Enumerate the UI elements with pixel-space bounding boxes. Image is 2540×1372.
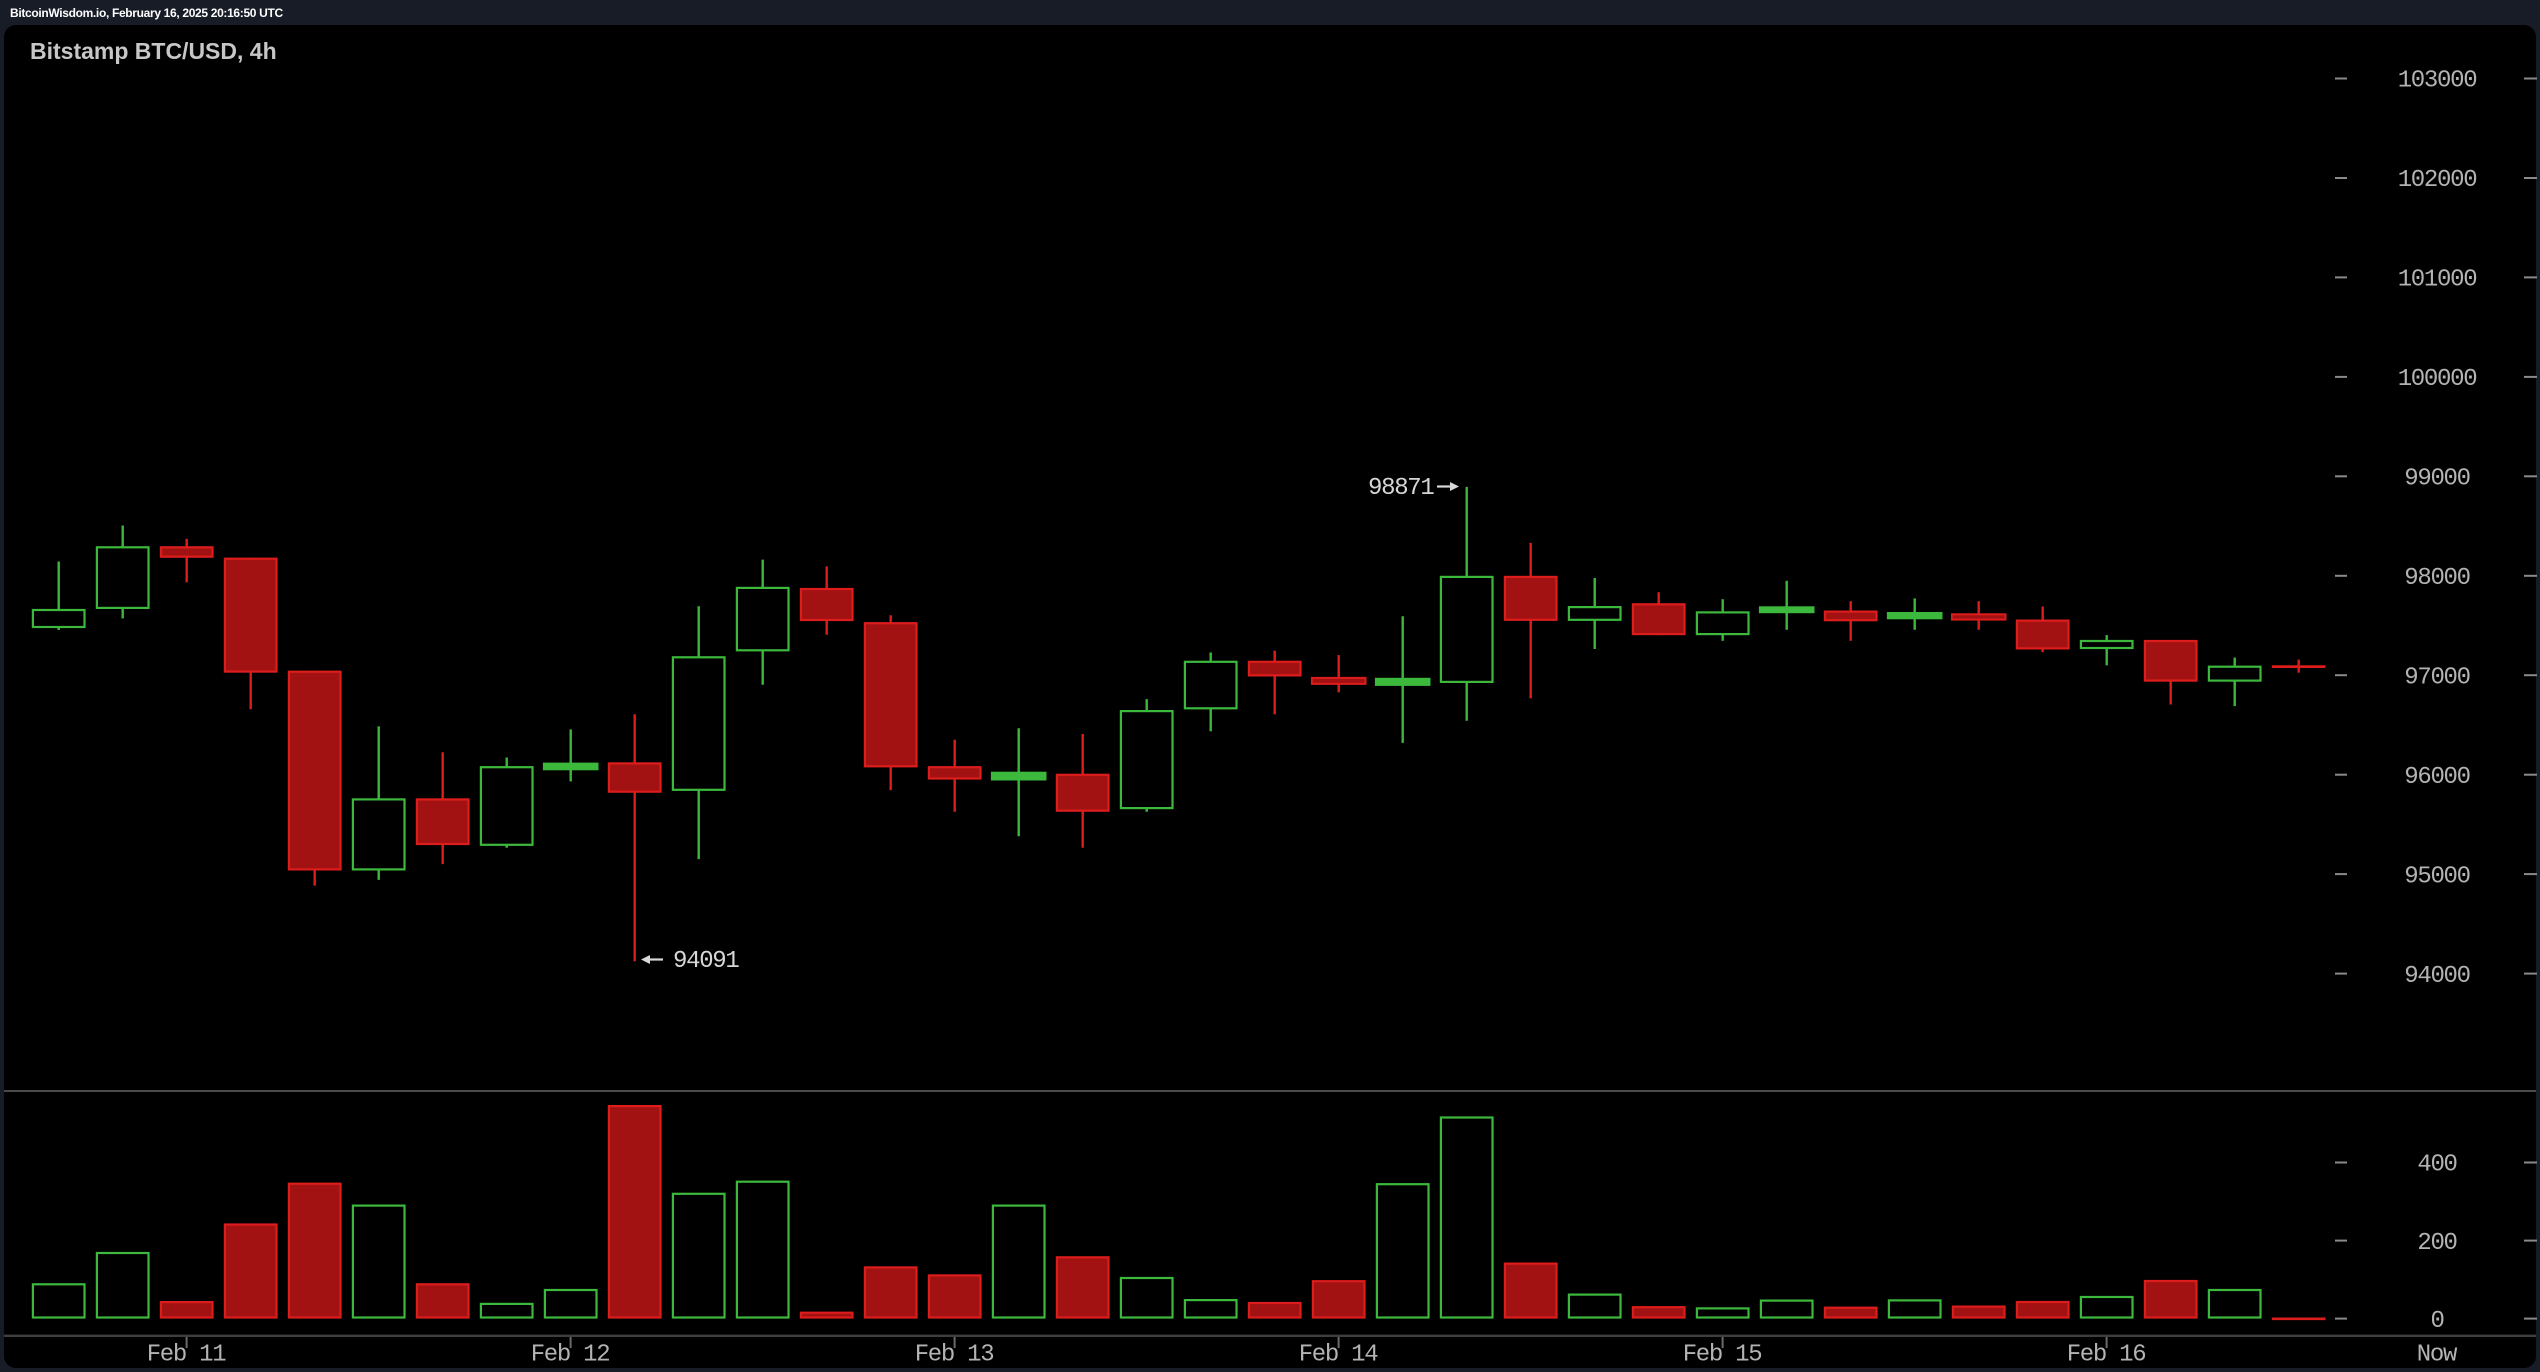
svg-text:Feb 11: Feb 11 (147, 1342, 227, 1369)
svg-text:Feb 12: Feb 12 (531, 1342, 610, 1369)
svg-text:97000: 97000 (2404, 664, 2470, 691)
svg-text:Now: Now (2417, 1342, 2458, 1369)
svg-text:102000: 102000 (2398, 167, 2477, 194)
svg-text:Feb 14: Feb 14 (1299, 1342, 1379, 1369)
svg-text:400: 400 (2417, 1152, 2456, 1179)
svg-text:103000: 103000 (2398, 68, 2477, 95)
svg-text:Feb 13: Feb 13 (915, 1342, 994, 1369)
svg-text:94000: 94000 (2404, 963, 2470, 990)
svg-text:98871: 98871 (1368, 475, 1434, 502)
svg-text:101000: 101000 (2398, 267, 2477, 294)
svg-text:0: 0 (2430, 1308, 2443, 1335)
svg-text:94091: 94091 (673, 948, 739, 975)
svg-text:98000: 98000 (2404, 565, 2470, 592)
svg-text:100000: 100000 (2398, 366, 2477, 393)
svg-text:96000: 96000 (2404, 764, 2470, 791)
svg-text:Feb 16: Feb 16 (2067, 1342, 2146, 1369)
svg-text:BitcoinWisdom.io, February 16,: BitcoinWisdom.io, February 16, 2025 20:1… (10, 6, 283, 20)
svg-text:Feb 15: Feb 15 (1683, 1342, 1762, 1369)
svg-text:Bitstamp BTC/USD, 4h: Bitstamp BTC/USD, 4h (30, 38, 277, 64)
svg-text:95000: 95000 (2404, 863, 2470, 890)
svg-text:200: 200 (2417, 1230, 2456, 1257)
svg-text:99000: 99000 (2404, 466, 2470, 493)
